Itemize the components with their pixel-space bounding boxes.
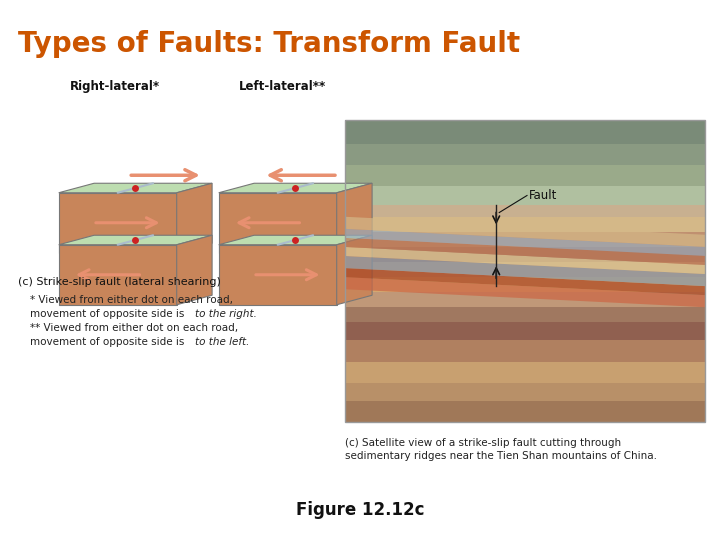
Polygon shape — [345, 217, 705, 247]
Polygon shape — [337, 235, 372, 305]
Polygon shape — [59, 193, 176, 253]
Text: sedimentary ridges near the Tien Shan mountains of China.: sedimentary ridges near the Tien Shan mo… — [345, 451, 657, 461]
Text: (c) Satellite view of a strike-slip fault cutting through: (c) Satellite view of a strike-slip faul… — [345, 438, 621, 448]
Polygon shape — [219, 183, 372, 193]
Bar — [345, 120, 705, 144]
Polygon shape — [345, 256, 705, 286]
Bar — [345, 144, 705, 165]
Bar — [345, 232, 705, 247]
Text: to the left.: to the left. — [195, 337, 249, 347]
Polygon shape — [345, 238, 705, 265]
Polygon shape — [337, 183, 372, 253]
Bar — [345, 307, 705, 322]
Text: movement of opposite side is: movement of opposite side is — [30, 337, 188, 347]
Bar — [345, 277, 705, 292]
Bar — [345, 292, 705, 307]
Text: Figure 12.12c: Figure 12.12c — [296, 501, 424, 519]
Polygon shape — [59, 183, 212, 193]
Polygon shape — [59, 235, 212, 245]
Polygon shape — [345, 247, 705, 274]
Text: (c) Strike-slip fault (lateral shearing): (c) Strike-slip fault (lateral shearing) — [18, 277, 221, 287]
Bar — [345, 120, 705, 422]
Polygon shape — [345, 229, 705, 256]
Text: Fault: Fault — [529, 189, 557, 202]
Polygon shape — [219, 245, 337, 305]
Text: ** Viewed from either dot on each road,: ** Viewed from either dot on each road, — [30, 323, 238, 333]
Text: to the right.: to the right. — [195, 309, 257, 319]
Polygon shape — [176, 235, 212, 305]
Bar — [345, 247, 705, 262]
Polygon shape — [59, 245, 176, 305]
Bar — [345, 362, 705, 383]
Bar — [345, 165, 705, 186]
Bar — [345, 186, 705, 205]
Bar — [345, 340, 705, 362]
Bar — [345, 383, 705, 401]
Polygon shape — [219, 235, 372, 245]
Text: Types of Faults: Transform Fault: Types of Faults: Transform Fault — [18, 30, 520, 58]
Text: Left-lateral**: Left-lateral** — [238, 80, 325, 93]
Bar — [345, 217, 705, 232]
Text: Right-lateral*: Right-lateral* — [70, 80, 160, 93]
Bar — [345, 322, 705, 340]
Bar — [345, 205, 705, 217]
Polygon shape — [345, 277, 705, 307]
Text: movement of opposite side is: movement of opposite side is — [30, 309, 188, 319]
Text: * Viewed from either dot on each road,: * Viewed from either dot on each road, — [30, 295, 233, 305]
Bar — [345, 401, 705, 422]
Bar — [345, 262, 705, 277]
Polygon shape — [345, 268, 705, 295]
Polygon shape — [219, 193, 337, 253]
Polygon shape — [176, 183, 212, 253]
